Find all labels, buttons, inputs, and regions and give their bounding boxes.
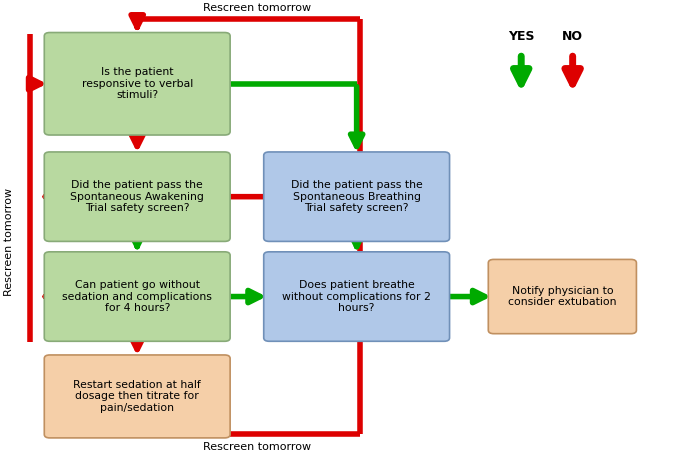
Text: Notify physician to
consider extubation: Notify physician to consider extubation bbox=[508, 286, 617, 307]
Text: Rescreen tomorrow: Rescreen tomorrow bbox=[4, 188, 14, 296]
Text: NO: NO bbox=[562, 30, 583, 43]
Text: YES: YES bbox=[508, 30, 534, 43]
FancyBboxPatch shape bbox=[44, 252, 230, 341]
Text: Is the patient
responsive to verbal
stimuli?: Is the patient responsive to verbal stim… bbox=[82, 67, 193, 100]
FancyBboxPatch shape bbox=[264, 152, 450, 242]
FancyBboxPatch shape bbox=[44, 33, 230, 135]
Text: Rescreen tomorrow: Rescreen tomorrow bbox=[203, 442, 311, 452]
Text: Can patient go without
sedation and complications
for 4 hours?: Can patient go without sedation and comp… bbox=[62, 280, 212, 313]
FancyBboxPatch shape bbox=[264, 252, 450, 341]
Text: Did the patient pass the
Spontaneous Breathing
Trial safety screen?: Did the patient pass the Spontaneous Bre… bbox=[291, 180, 423, 213]
Text: Restart sedation at half
dosage then titrate for
pain/sedation: Restart sedation at half dosage then tit… bbox=[73, 380, 201, 413]
FancyBboxPatch shape bbox=[44, 152, 230, 242]
FancyBboxPatch shape bbox=[44, 355, 230, 438]
FancyBboxPatch shape bbox=[489, 259, 637, 334]
Text: Does patient breathe
without complications for 2
hours?: Does patient breathe without complicatio… bbox=[282, 280, 431, 313]
Text: Did the patient pass the
Spontaneous Awakening
Trial safety screen?: Did the patient pass the Spontaneous Awa… bbox=[71, 180, 204, 213]
Text: Rescreen tomorrow: Rescreen tomorrow bbox=[203, 3, 311, 13]
